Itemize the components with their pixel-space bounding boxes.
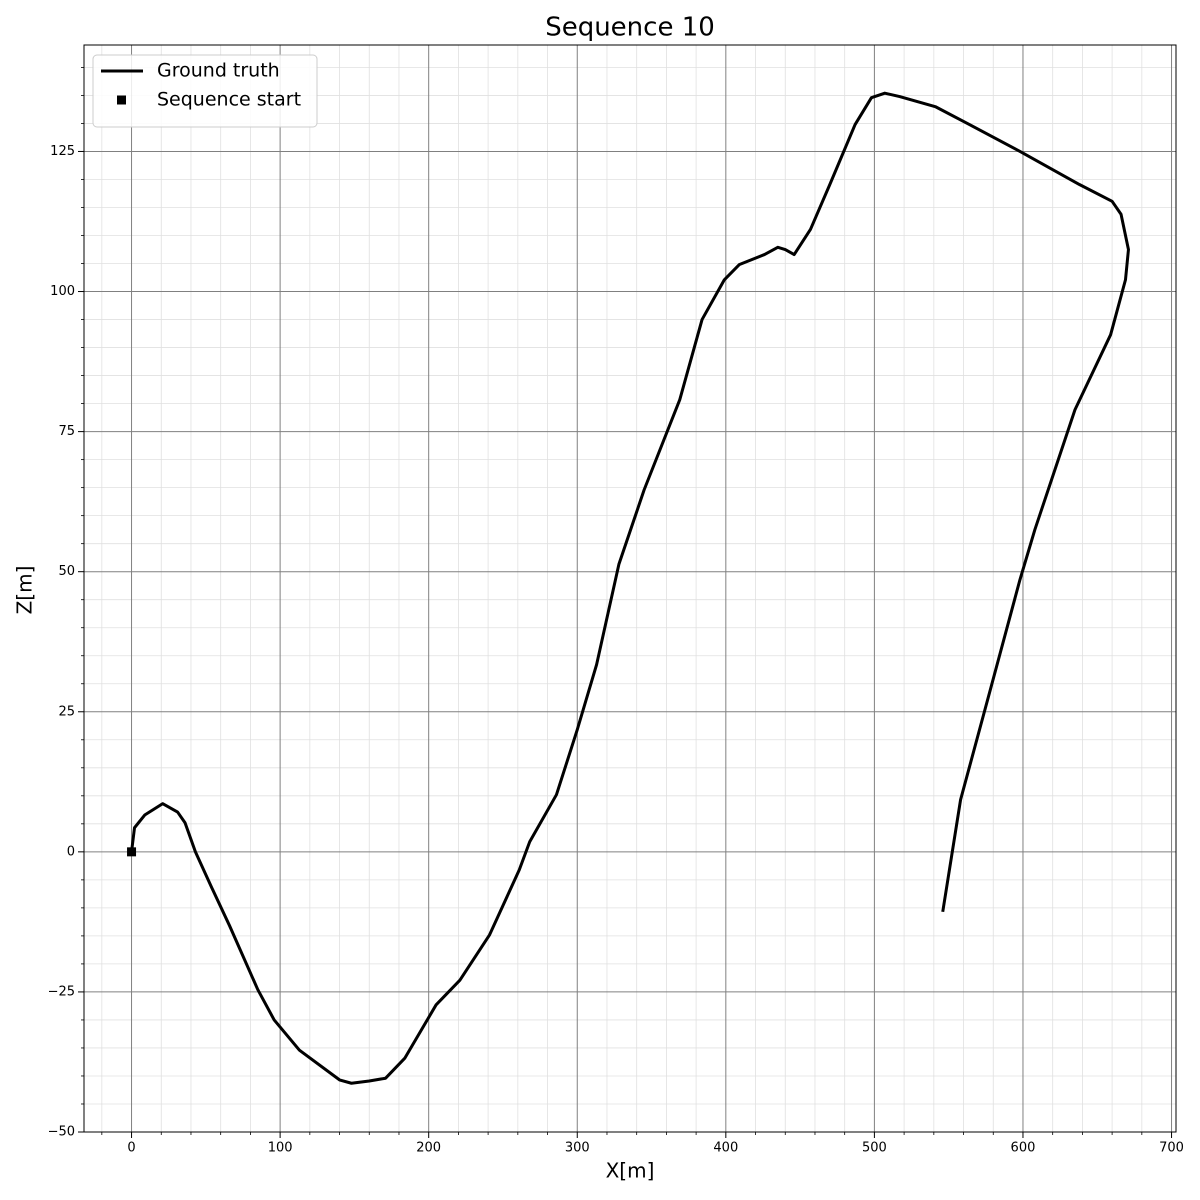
y-tick-label: 50 — [58, 564, 75, 579]
y-tick-label: 125 — [50, 144, 75, 159]
x-tick-label: 400 — [713, 1141, 738, 1156]
legend-label: Sequence start — [157, 89, 301, 111]
x-tick-label: 0 — [127, 1141, 135, 1156]
y-tick-label: 100 — [50, 284, 75, 299]
x-tick-label: 200 — [416, 1141, 441, 1156]
legend-marker — [117, 95, 126, 105]
legend-box — [92, 54, 318, 128]
plot-frame — [83, 44, 1177, 1133]
y-tick-label: 0 — [67, 844, 75, 859]
x-tick-label: 500 — [862, 1141, 887, 1156]
x-axis-label: X[m] — [606, 1159, 655, 1183]
trajectory-line — [130, 91, 1130, 1085]
chart-title: Sequence 10 — [545, 13, 715, 43]
x-tick-label: 700 — [1159, 1141, 1184, 1156]
y-tick-label: −50 — [48, 1125, 75, 1140]
y-tick-label: −25 — [48, 984, 75, 999]
legend-label: Ground truth — [157, 60, 280, 82]
x-tick-label: 600 — [1011, 1141, 1036, 1156]
start-marker — [127, 847, 137, 857]
y-tick-label: 75 — [58, 424, 75, 439]
x-tick-label: 100 — [268, 1141, 293, 1156]
x-tick-label: 300 — [565, 1141, 590, 1156]
y-axis-label: Z[m] — [13, 566, 37, 615]
y-tick-label: 25 — [58, 704, 75, 719]
